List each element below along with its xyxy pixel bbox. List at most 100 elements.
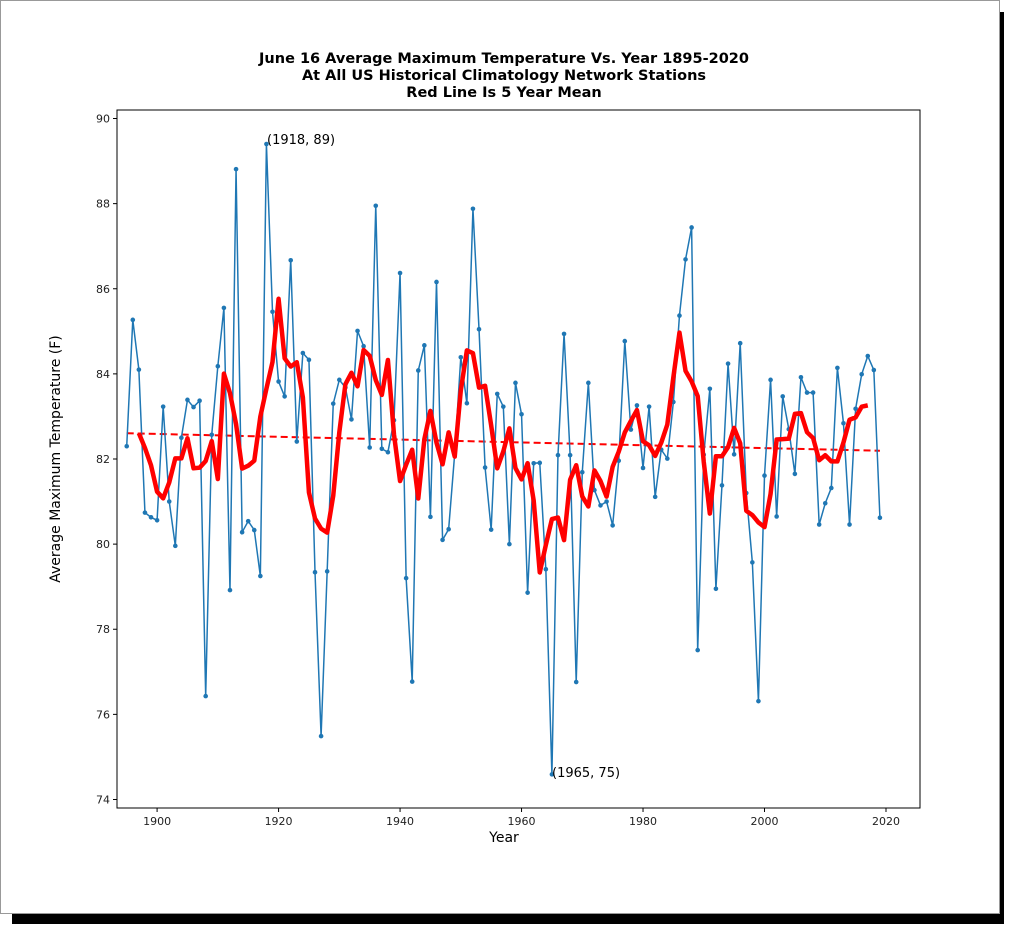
data-point [282,394,287,399]
data-point [209,432,215,438]
data-point [829,485,834,491]
data-point [306,357,312,363]
data-point [251,527,257,533]
data-point [555,452,561,458]
data-point [312,569,318,575]
data-point [403,575,409,581]
data-point [300,350,306,356]
y-tick-label: 76 [96,708,110,721]
data-point [458,354,464,360]
data-point [276,379,281,384]
data-point [543,566,549,572]
y-tick-label: 88 [96,198,110,211]
data-point [330,401,336,406]
data-point [646,404,652,409]
data-point [756,698,761,704]
data-point [719,483,725,488]
data-point [318,733,324,739]
data-point [519,412,524,417]
x-tick-label: 2020 [872,815,900,828]
data-point [513,380,518,386]
data-point [349,417,354,422]
data-point [561,331,567,337]
data-point [677,313,682,318]
x-tick-label: 2000 [751,815,779,828]
data-point [774,514,779,519]
data-point [233,166,239,172]
chart-title-line-2: At All US Historical Climatology Network… [302,68,706,84]
y-tick-label: 86 [96,283,110,296]
y-tick-label: 80 [96,538,110,551]
data-point [428,514,433,520]
data-point [379,446,385,452]
data-point [525,590,530,595]
data-point [367,445,372,450]
data-point [264,141,269,147]
chart-title-line-3: Red Line Is 5 Year Mean [406,85,601,101]
data-point [361,343,366,349]
data-point [173,543,178,549]
x-tick-label: 1980 [629,815,657,828]
x-tick-label: 1940 [386,815,414,828]
data-point [549,772,555,777]
data-point [689,225,694,230]
data-point [494,391,500,397]
data-point [859,372,864,377]
data-point [853,406,858,412]
data-point [652,494,658,500]
data-point [877,515,883,521]
data-point [713,586,719,592]
y-tick-label: 78 [96,623,110,636]
data-point [865,353,871,359]
data-point [501,404,506,409]
x-axis-label: Year [488,830,519,846]
data-point [731,452,737,457]
data-point [215,363,221,369]
y-axis-label: Average Maximum Temperature (F) [48,335,64,582]
data-point [470,206,476,212]
data-point [142,510,148,515]
data-point [762,473,767,478]
data-point [337,377,342,383]
x-tick-label: 1920 [265,815,293,828]
data-point [488,527,494,532]
x-tick-label: 1960 [508,815,536,828]
y-tick-label: 84 [96,368,110,381]
data-point [415,368,421,373]
data-point [871,367,877,373]
data-point [586,380,591,386]
data-point [197,398,202,403]
data-point [124,443,130,449]
data-point [409,679,415,684]
data-point [245,518,251,524]
data-point [622,338,628,344]
data-point [804,390,810,395]
data-point [695,647,700,653]
data-point [288,257,294,263]
data-point [185,397,190,403]
data-point [191,404,196,410]
data-point [665,456,670,461]
data-point [154,517,160,523]
plot-area [116,109,921,809]
data-point [598,503,603,508]
data-point [464,400,470,406]
data-point [507,541,512,547]
annotation-max: (1918, 89) [267,133,335,148]
data-point [780,394,786,399]
data-point [446,526,451,532]
data-point [531,460,536,466]
data-point [792,471,798,477]
chart-title-line-1: June 16 Average Maximum Temperature Vs. … [258,51,749,67]
data-point [166,499,172,504]
data-point [725,361,731,366]
y-tick-label: 90 [96,113,110,126]
data-point [816,522,822,527]
y-tick-label: 82 [96,453,110,466]
data-point [610,523,615,528]
data-point [179,435,184,441]
y-tick-label: 74 [96,793,110,806]
data-point [221,305,227,311]
data-point [148,515,154,520]
data-point [737,340,743,346]
